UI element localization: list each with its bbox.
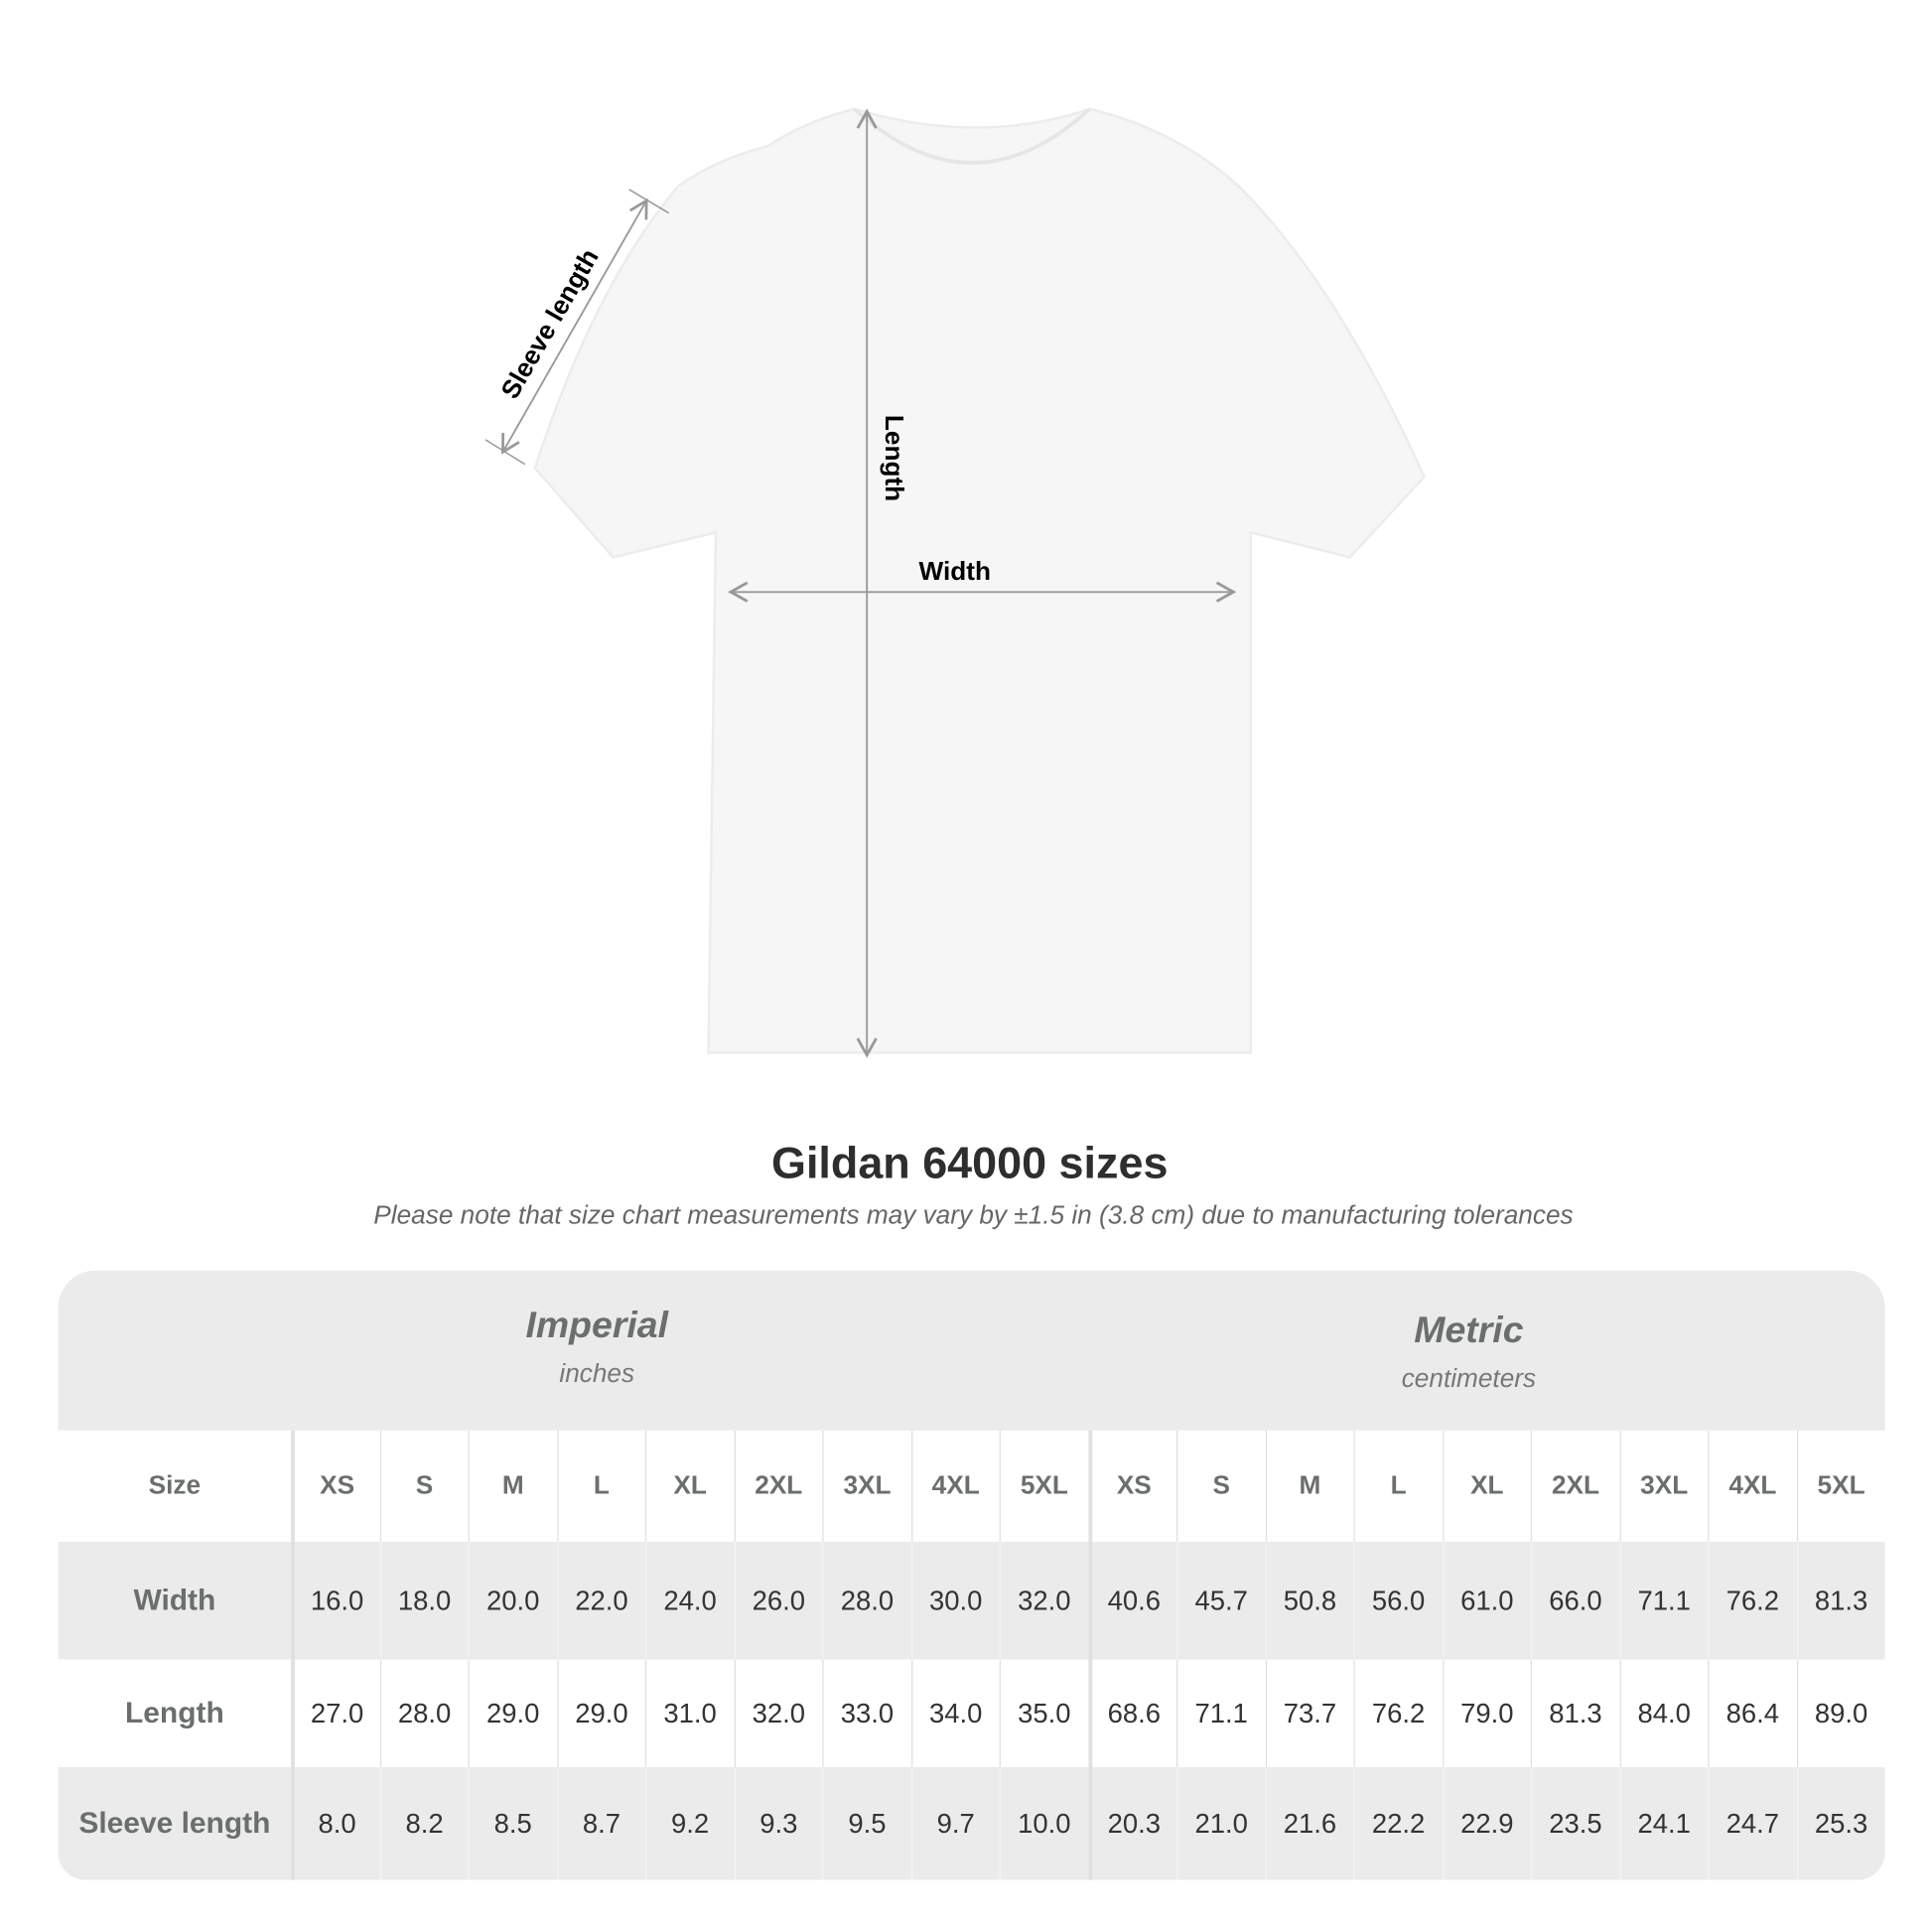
table-cell: 68.6 bbox=[1087, 1659, 1176, 1768]
table-cell: 8.5 bbox=[468, 1767, 557, 1880]
page-title: Gildan 64000 sizes bbox=[771, 1137, 1169, 1188]
table-cell: 73.7 bbox=[1265, 1659, 1353, 1768]
table-cell: 8.7 bbox=[556, 1767, 645, 1880]
table-cell: 30.0 bbox=[910, 1542, 999, 1660]
table-cell: 26.0 bbox=[734, 1542, 822, 1660]
size-header-cell: 4XL bbox=[910, 1430, 999, 1543]
table-cell: 8.0 bbox=[291, 1767, 379, 1880]
table-cell: 29.0 bbox=[468, 1659, 557, 1768]
table-cell: 33.0 bbox=[822, 1659, 910, 1768]
size-header-cell: M bbox=[1265, 1430, 1353, 1543]
imperial-header: Imperial inches bbox=[474, 1306, 721, 1390]
table-cell: 35.0 bbox=[999, 1659, 1088, 1768]
size-header-cell: XL bbox=[644, 1430, 734, 1543]
row-label: Length bbox=[124, 1696, 224, 1729]
table-cell: 28.0 bbox=[822, 1542, 910, 1660]
table-cell: 22.2 bbox=[1353, 1767, 1442, 1880]
width-label: Width bbox=[919, 556, 991, 586]
table-cell: 10.0 bbox=[999, 1767, 1088, 1880]
tolerance-note: Please note that size chart measurements… bbox=[373, 1200, 1574, 1230]
table-cell: 56.0 bbox=[1353, 1542, 1442, 1660]
size-table: Imperial inches Metric centimeters Size X… bbox=[58, 1270, 1885, 1880]
sleeve-length-row: Sleeve length 8.0 8.2 8.5 8.7 9.2 9.3 9.5 9.7 10.… bbox=[58, 1767, 1885, 1880]
table-cell: 45.7 bbox=[1176, 1542, 1265, 1660]
table-cell: 79.0 bbox=[1442, 1659, 1531, 1768]
size-header-cell: 4XL bbox=[1708, 1430, 1796, 1543]
width-row: Width 16.0 18.0 20.0 22.0 24.0 26.0 28.0 30.0 32.… bbox=[58, 1542, 1885, 1660]
table-cell: 23.5 bbox=[1530, 1767, 1619, 1880]
table-cell: 25.3 bbox=[1796, 1767, 1884, 1880]
metric-header: Metric centimeters bbox=[1345, 1311, 1592, 1395]
size-header-cell: S bbox=[379, 1430, 468, 1543]
size-header-cell: 3XL bbox=[1618, 1430, 1708, 1543]
size-header-cell: L bbox=[556, 1430, 645, 1543]
length-row: Length 27.0 28.0 29.0 29.0 31.0 32.0 33.0 34.0 35… bbox=[59, 1659, 1885, 1768]
size-header-cell: L bbox=[1353, 1430, 1442, 1543]
tshirt-diagram: Sleeve length Length Width bbox=[484, 107, 1426, 1058]
imperial-title: Imperial bbox=[525, 1305, 669, 1346]
imperial-unit: inches bbox=[559, 1359, 635, 1389]
table-cell: 32.0 bbox=[999, 1542, 1088, 1660]
table-cell: 76.2 bbox=[1353, 1659, 1442, 1768]
size-header-cell: 2XL bbox=[734, 1430, 822, 1543]
size-header-label: Size bbox=[148, 1470, 202, 1500]
table-cell: 21.6 bbox=[1265, 1767, 1353, 1880]
table-cell: 20.0 bbox=[468, 1542, 557, 1660]
metric-unit: centimeters bbox=[1401, 1364, 1537, 1394]
table-cell: 84.0 bbox=[1618, 1659, 1708, 1768]
table-cell: 71.1 bbox=[1176, 1659, 1265, 1768]
size-header-cell: 5XL bbox=[1796, 1430, 1884, 1543]
table-cell: 34.0 bbox=[910, 1659, 999, 1768]
table-cell: 24.1 bbox=[1618, 1767, 1708, 1880]
table-cell: 8.2 bbox=[379, 1767, 468, 1880]
table-cell: 66.0 bbox=[1530, 1542, 1619, 1660]
length-label: Length bbox=[880, 415, 909, 501]
size-header-cell: S bbox=[1176, 1430, 1265, 1543]
table-cell: 50.8 bbox=[1265, 1542, 1353, 1660]
table-cell: 32.0 bbox=[734, 1659, 822, 1768]
row-label: Sleeve length bbox=[78, 1806, 271, 1841]
table-cell: 61.0 bbox=[1442, 1542, 1531, 1660]
table-cell: 18.0 bbox=[379, 1542, 468, 1660]
table-cell: 22.0 bbox=[556, 1542, 645, 1660]
table-cell: 20.3 bbox=[1087, 1767, 1176, 1880]
table-cell: 9.2 bbox=[644, 1767, 734, 1880]
table-cell: 9.7 bbox=[910, 1767, 999, 1880]
table-cell: 9.3 bbox=[734, 1767, 822, 1880]
sleeve-arrow bbox=[501, 198, 648, 455]
size-header-cell: XS bbox=[291, 1430, 379, 1543]
size-header-cell: XS bbox=[1087, 1430, 1176, 1543]
table-cell: 22.9 bbox=[1442, 1767, 1531, 1880]
table-cell: 40.6 bbox=[1087, 1542, 1176, 1660]
metric-title: Metric bbox=[1414, 1310, 1524, 1351]
size-header-cell: 2XL bbox=[1530, 1430, 1619, 1543]
table-cell: 81.3 bbox=[1796, 1542, 1884, 1660]
table-cell: 89.0 bbox=[1796, 1659, 1884, 1768]
table-cell: 71.1 bbox=[1618, 1542, 1708, 1660]
size-row: Size XS S M L XL 2XL 3XL 4XL 5XL XS S M L XL 2XL 3XL 4XL 5… bbox=[59, 1430, 1885, 1543]
size-header-cell: 3XL bbox=[822, 1430, 910, 1543]
table-cell: 24.7 bbox=[1708, 1767, 1796, 1880]
table-cell: 9.5 bbox=[822, 1767, 910, 1880]
size-header-cell: XL bbox=[1442, 1430, 1531, 1543]
table-cell: 16.0 bbox=[291, 1542, 379, 1660]
table-cell: 27.0 bbox=[291, 1659, 379, 1768]
table-cell: 24.0 bbox=[644, 1542, 734, 1660]
row-label: Width bbox=[133, 1583, 216, 1617]
table-cell: 81.3 bbox=[1530, 1659, 1619, 1768]
table-header: Imperial inches Metric centimeters bbox=[58, 1270, 1885, 1431]
table-cell: 86.4 bbox=[1708, 1659, 1796, 1768]
table-cell: 21.0 bbox=[1176, 1767, 1265, 1880]
table-cell: 76.2 bbox=[1708, 1542, 1796, 1660]
size-header-cell: M bbox=[468, 1430, 557, 1543]
table-cell: 28.0 bbox=[379, 1659, 468, 1768]
size-header-cell: 5XL bbox=[999, 1430, 1088, 1543]
table-cell: 29.0 bbox=[556, 1659, 645, 1768]
table-cell: 31.0 bbox=[644, 1659, 734, 1768]
